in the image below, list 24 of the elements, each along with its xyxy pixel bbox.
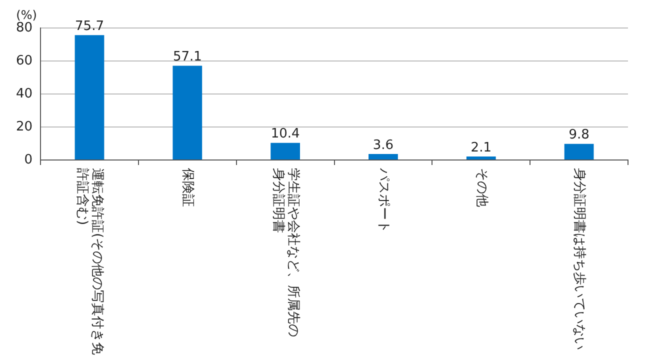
bar — [564, 144, 594, 160]
data-label: 10.4 — [270, 126, 300, 142]
data-label: 2.1 — [470, 140, 492, 156]
bar — [172, 66, 202, 160]
x-tick-label: 身分証明書は持ち歩いていない — [572, 168, 587, 350]
x-tick-label: パスポート — [376, 167, 391, 233]
y-tick-label: 40 — [16, 86, 33, 102]
y-tick-label: 60 — [16, 53, 33, 68]
data-label: 57.1 — [172, 50, 202, 65]
bar — [368, 154, 398, 160]
bar — [74, 35, 104, 160]
x-tick-label: 運転免許証(その他の写真付き免許証含む) — [74, 168, 105, 356]
bar — [270, 142, 300, 160]
y-tick-label: 80 — [16, 20, 33, 36]
data-label: 75.7 — [75, 18, 104, 34]
x-tick-label: その他 — [474, 168, 489, 207]
bar — [466, 156, 496, 160]
x-tick-label: 保険証 — [180, 168, 196, 207]
y-axis-title: (%) — [16, 8, 37, 22]
y-tick-label: 20 — [16, 119, 33, 134]
y-tick-label: 0 — [24, 152, 33, 168]
data-label: 9.8 — [568, 128, 590, 143]
x-tick-label: 学生証や会社など、所属先の身分証明書 — [270, 168, 300, 337]
data-label: 3.6 — [372, 138, 394, 153]
